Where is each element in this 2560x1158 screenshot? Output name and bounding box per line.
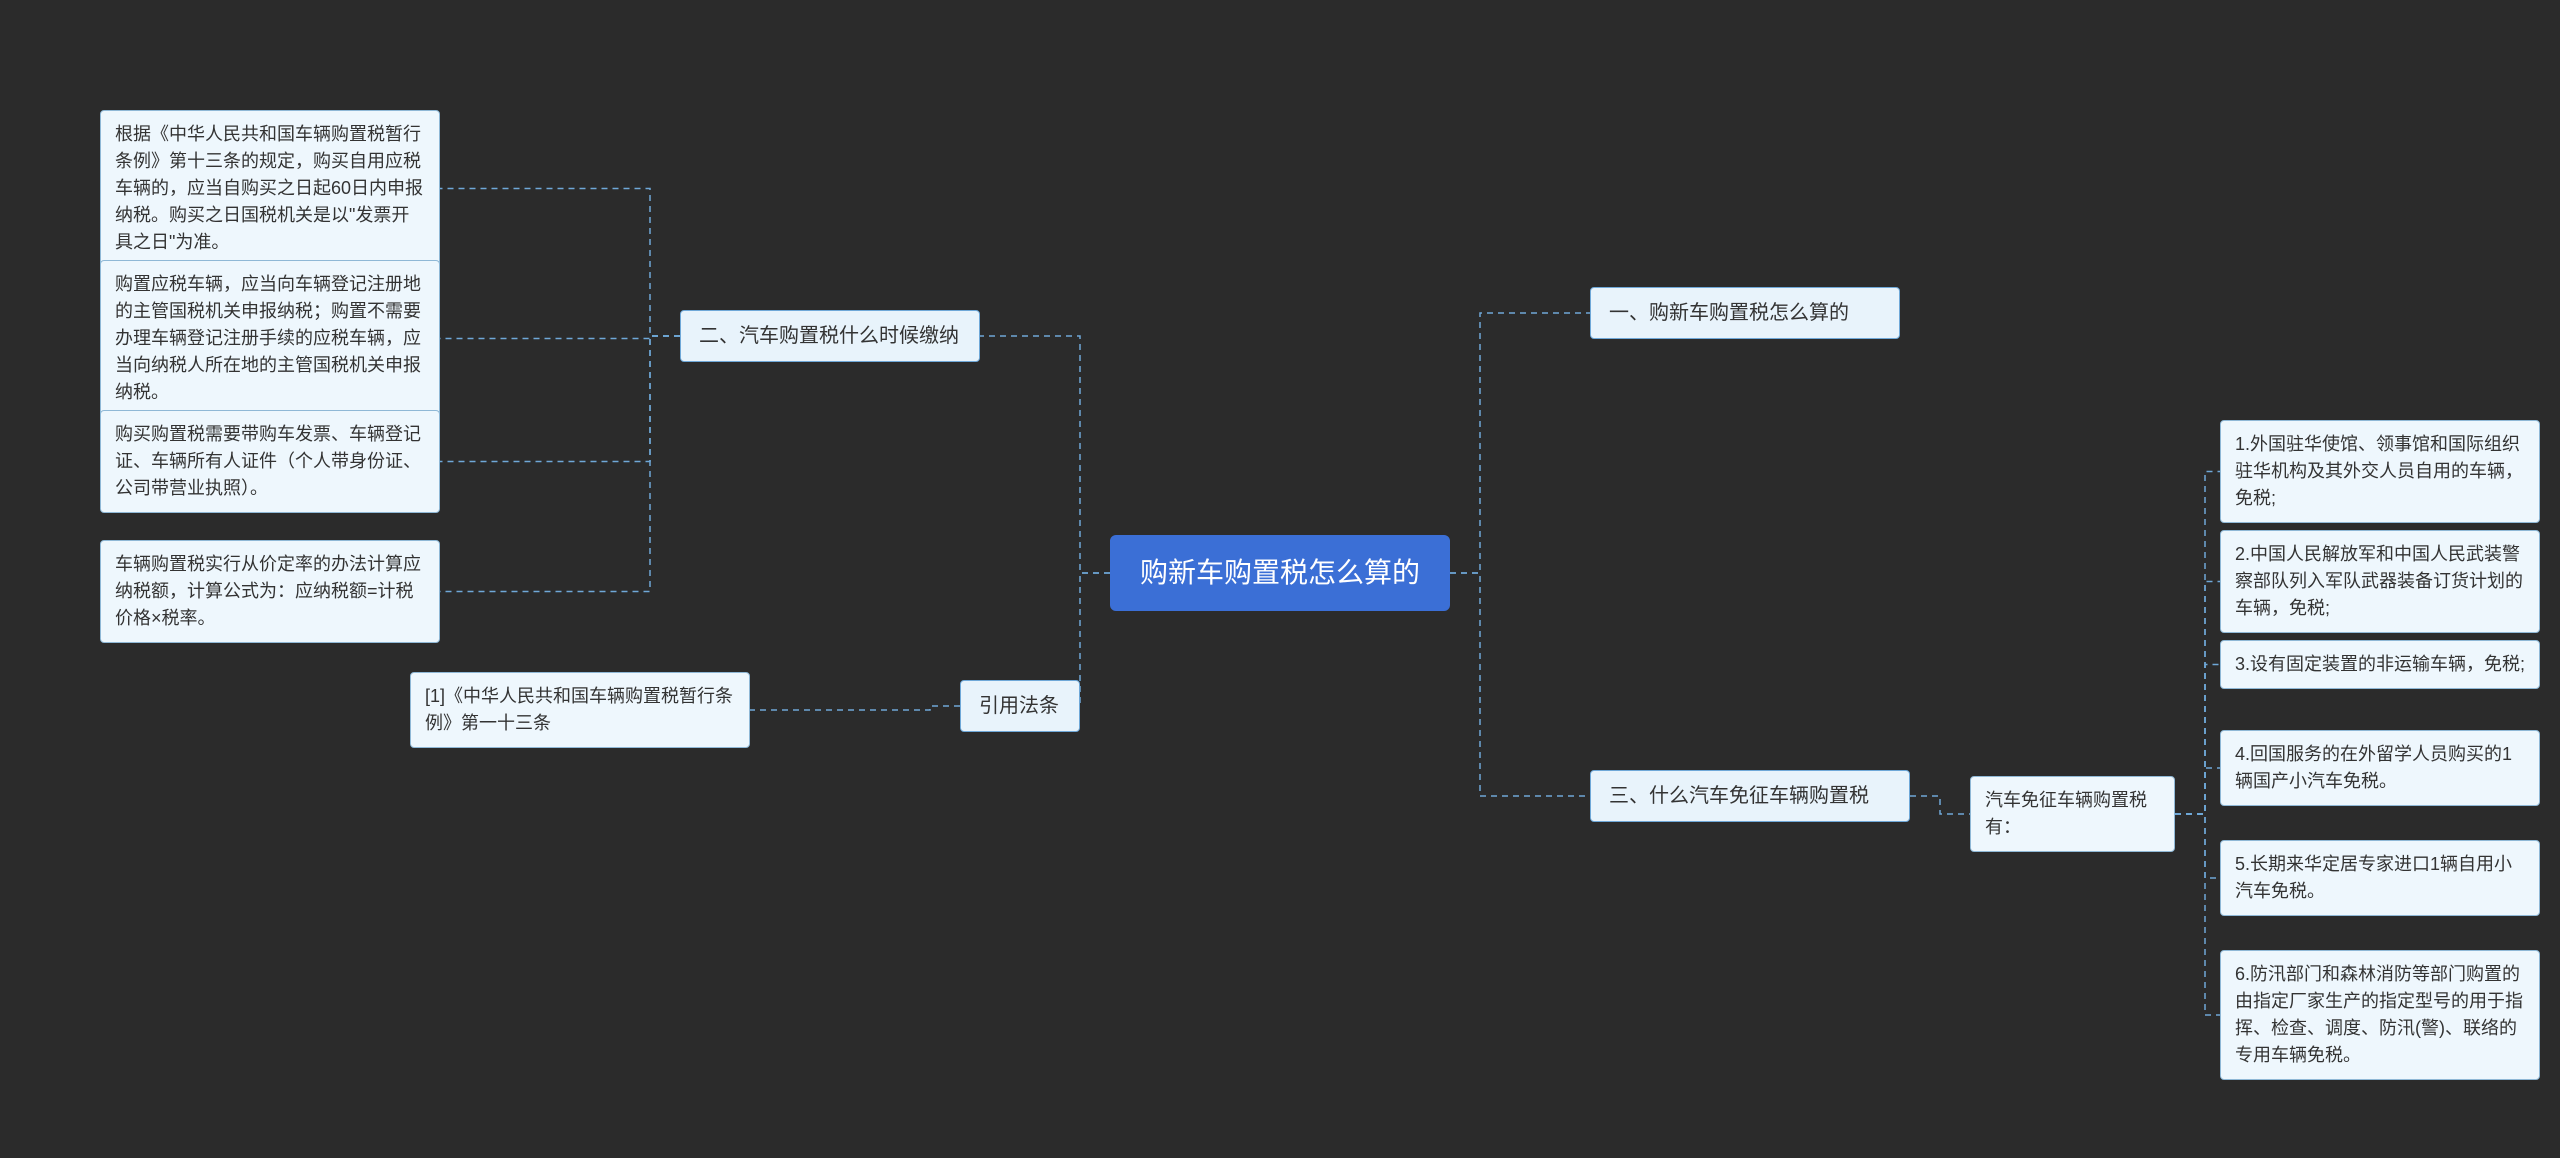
edge — [2175, 582, 2220, 815]
node-r2a[interactable]: 汽车免征车辆购置税有： — [1970, 776, 2175, 852]
edge — [1450, 313, 1590, 573]
node-l1[interactable]: 二、汽车购置税什么时候缴纳 — [680, 310, 980, 362]
edge — [980, 336, 1110, 573]
node-r2a6[interactable]: 6.防汛部门和森林消防等部门购置的由指定厂家生产的指定型号的用于指挥、检查、调度… — [2220, 950, 2540, 1080]
node-l1b[interactable]: 购置应税车辆，应当向车辆登记注册地的主管国税机关申报纳税；购置不需要办理车辆登记… — [100, 260, 440, 417]
edge — [440, 189, 680, 337]
edge — [1910, 796, 1970, 814]
node-l1a[interactable]: 根据《中华人民共和国车辆购置税暂行条例》第十三条的规定，购买自用应税车辆的，应当… — [100, 110, 440, 267]
node-l2a[interactable]: [1]《中华人民共和国车辆购置税暂行条例》第一十三条 — [410, 672, 750, 748]
mindmap-canvas: 购新车购置税怎么算的 一、购新车购置税怎么算的三、什么汽车免征车辆购置税 汽车免征车… — [0, 0, 2560, 1158]
node-r2a4[interactable]: 4.回国服务的在外留学人员购买的1辆国产小汽车免税。 — [2220, 730, 2540, 806]
node-r2[interactable]: 三、什么汽车免征车辆购置税 — [1590, 770, 1910, 822]
edge — [2175, 472, 2220, 815]
edge — [440, 336, 680, 339]
node-l1c[interactable]: 购买购置税需要带购车发票、车辆登记证、车辆所有人证件（个人带身份证、公司带营业执… — [100, 410, 440, 513]
edge — [2175, 814, 2220, 878]
edge — [2175, 768, 2220, 814]
edge — [1450, 573, 1590, 796]
edge — [2175, 814, 2220, 1015]
node-r2a2[interactable]: 2.中国人民解放军和中国人民武装警察部队列入军队武器装备订货计划的车辆，免税; — [2220, 530, 2540, 633]
node-root[interactable]: 购新车购置税怎么算的 — [1110, 535, 1450, 611]
edge — [2175, 665, 2220, 815]
node-l2[interactable]: 引用法条 — [960, 680, 1080, 732]
edge — [440, 336, 680, 462]
node-r2a3[interactable]: 3.设有固定装置的非运输车辆，免税; — [2220, 640, 2540, 689]
node-r1[interactable]: 一、购新车购置税怎么算的 — [1590, 287, 1900, 339]
node-r2a5[interactable]: 5.长期来华定居专家进口1辆自用小汽车免税。 — [2220, 840, 2540, 916]
edge — [750, 706, 960, 710]
node-l1d[interactable]: 车辆购置税实行从价定率的办法计算应纳税额，计算公式为：应纳税额=计税价格×税率。 — [100, 540, 440, 643]
edge — [440, 336, 680, 592]
edge — [1080, 573, 1110, 706]
node-r2a1[interactable]: 1.外国驻华使馆、领事馆和国际组织驻华机构及其外交人员自用的车辆，免税; — [2220, 420, 2540, 523]
